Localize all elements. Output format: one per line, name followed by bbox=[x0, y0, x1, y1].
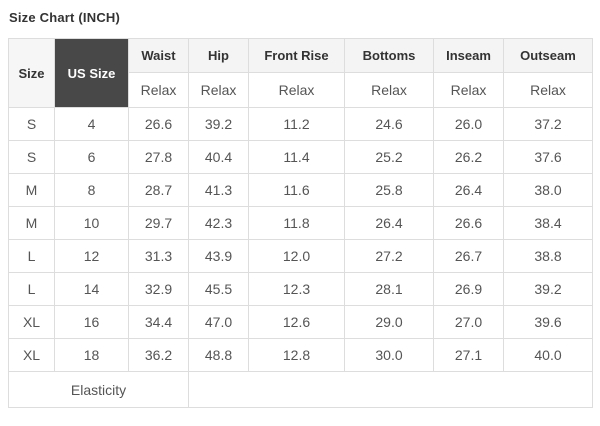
page-title: Size Chart (INCH) bbox=[9, 10, 121, 25]
us-size-cell: 10 bbox=[54, 206, 129, 240]
fit-subheader-front-rise: Relax bbox=[248, 72, 345, 108]
table-row: M 8 28.7 41.3 11.6 25.8 26.4 38.0 bbox=[8, 173, 593, 207]
value-cell: 39.2 bbox=[503, 272, 593, 306]
us-size-cell: 8 bbox=[54, 173, 129, 207]
table-row: XL 16 34.4 47.0 12.6 29.0 27.0 39.6 bbox=[8, 305, 593, 339]
us-size-cell: 16 bbox=[54, 305, 129, 339]
value-cell: 27.8 bbox=[128, 140, 189, 174]
value-cell: 25.2 bbox=[344, 140, 434, 174]
header-bottoms: Bottoms bbox=[344, 38, 434, 73]
fit-subheader-waist: Relax bbox=[128, 72, 189, 108]
header-size: Size bbox=[8, 38, 55, 108]
value-cell: 26.4 bbox=[344, 206, 434, 240]
value-cell: 38.0 bbox=[503, 173, 593, 207]
value-cell: 39.6 bbox=[503, 305, 593, 339]
value-cell: 37.2 bbox=[503, 107, 593, 141]
size-cell: XL bbox=[8, 338, 55, 372]
size-cell: M bbox=[8, 173, 55, 207]
value-cell: 26.2 bbox=[433, 140, 504, 174]
us-size-cell: 14 bbox=[54, 272, 129, 306]
header-row-measures: Size US Size Waist Hip Front Rise Bottom… bbox=[8, 38, 593, 108]
us-size-cell: 12 bbox=[54, 239, 129, 273]
header-outseam: Outseam bbox=[503, 38, 593, 73]
table-row: S 6 27.8 40.4 11.4 25.2 26.2 37.6 bbox=[8, 140, 593, 174]
size-cell: L bbox=[8, 272, 55, 306]
value-cell: 29.7 bbox=[128, 206, 189, 240]
value-cell: 28.1 bbox=[344, 272, 434, 306]
value-cell: 26.9 bbox=[433, 272, 504, 306]
table-body: S 4 26.6 39.2 11.2 24.6 26.0 37.2 S 6 27.8 40.4 11.4… bbox=[8, 107, 593, 372]
value-cell: 40.0 bbox=[503, 338, 593, 372]
fit-subheader-hip: Relax bbox=[188, 72, 249, 108]
fit-subheader-outseam: Relax bbox=[503, 72, 593, 108]
value-cell: 36.2 bbox=[128, 338, 189, 372]
header-inseam: Inseam bbox=[433, 38, 504, 73]
value-cell: 47.0 bbox=[188, 305, 249, 339]
value-cell: 24.6 bbox=[344, 107, 434, 141]
header-us-size: US Size bbox=[54, 38, 129, 108]
elasticity-label: Elasticity bbox=[8, 371, 189, 408]
elasticity-value bbox=[188, 371, 593, 408]
size-cell: S bbox=[8, 140, 55, 174]
fit-subheader-inseam: Relax bbox=[433, 72, 504, 108]
value-cell: 27.1 bbox=[433, 338, 504, 372]
size-cell: S bbox=[8, 107, 55, 141]
value-cell: 45.5 bbox=[188, 272, 249, 306]
value-cell: 11.6 bbox=[248, 173, 345, 207]
value-cell: 29.0 bbox=[344, 305, 434, 339]
value-cell: 25.8 bbox=[344, 173, 434, 207]
value-cell: 27.0 bbox=[433, 305, 504, 339]
value-cell: 26.0 bbox=[433, 107, 504, 141]
table-row: L 12 31.3 43.9 12.0 27.2 26.7 38.8 bbox=[8, 239, 593, 273]
table-row: L 14 32.9 45.5 12.3 28.1 26.9 39.2 bbox=[8, 272, 593, 306]
value-cell: 48.8 bbox=[188, 338, 249, 372]
us-size-cell: 4 bbox=[54, 107, 129, 141]
value-cell: 43.9 bbox=[188, 239, 249, 273]
footer-row: Elasticity bbox=[8, 371, 593, 408]
value-cell: 37.6 bbox=[503, 140, 593, 174]
value-cell: 30.0 bbox=[344, 338, 434, 372]
value-cell: 40.4 bbox=[188, 140, 249, 174]
header-front-rise: Front Rise bbox=[248, 38, 345, 73]
value-cell: 12.3 bbox=[248, 272, 345, 306]
value-cell: 32.9 bbox=[128, 272, 189, 306]
size-cell: XL bbox=[8, 305, 55, 339]
value-cell: 26.4 bbox=[433, 173, 504, 207]
value-cell: 39.2 bbox=[188, 107, 249, 141]
value-cell: 38.8 bbox=[503, 239, 593, 273]
value-cell: 34.4 bbox=[128, 305, 189, 339]
value-cell: 28.7 bbox=[128, 173, 189, 207]
value-cell: 11.2 bbox=[248, 107, 345, 141]
table-row: M 10 29.7 42.3 11.8 26.4 26.6 38.4 bbox=[8, 206, 593, 240]
value-cell: 26.7 bbox=[433, 239, 504, 273]
size-chart-page: Size Chart (INCH) Size US Size Waist Hip… bbox=[8, 10, 593, 408]
value-cell: 26.6 bbox=[128, 107, 189, 141]
value-cell: 41.3 bbox=[188, 173, 249, 207]
header-waist: Waist bbox=[128, 38, 189, 73]
value-cell: 27.2 bbox=[344, 239, 434, 273]
header-row-fit: Relax Relax Relax Relax Relax Relax bbox=[9, 72, 593, 108]
value-cell: 12.8 bbox=[248, 338, 345, 372]
value-cell: 31.3 bbox=[128, 239, 189, 273]
value-cell: 12.6 bbox=[248, 305, 345, 339]
us-size-cell: 18 bbox=[54, 338, 129, 372]
fit-subheader-bottoms: Relax bbox=[344, 72, 434, 108]
value-cell: 12.0 bbox=[248, 239, 345, 273]
size-chart-table: Size US Size Waist Hip Front Rise Bottom… bbox=[8, 38, 593, 408]
us-size-cell: 6 bbox=[54, 140, 129, 174]
table-row: XL 18 36.2 48.8 12.8 30.0 27.1 40.0 bbox=[8, 338, 593, 372]
header-hip: Hip bbox=[188, 38, 249, 73]
table-row: S 4 26.6 39.2 11.2 24.6 26.0 37.2 bbox=[8, 107, 593, 141]
value-cell: 38.4 bbox=[503, 206, 593, 240]
value-cell: 11.4 bbox=[248, 140, 345, 174]
value-cell: 26.6 bbox=[433, 206, 504, 240]
size-cell: L bbox=[8, 239, 55, 273]
value-cell: 42.3 bbox=[188, 206, 249, 240]
size-cell: M bbox=[8, 206, 55, 240]
value-cell: 11.8 bbox=[248, 206, 345, 240]
